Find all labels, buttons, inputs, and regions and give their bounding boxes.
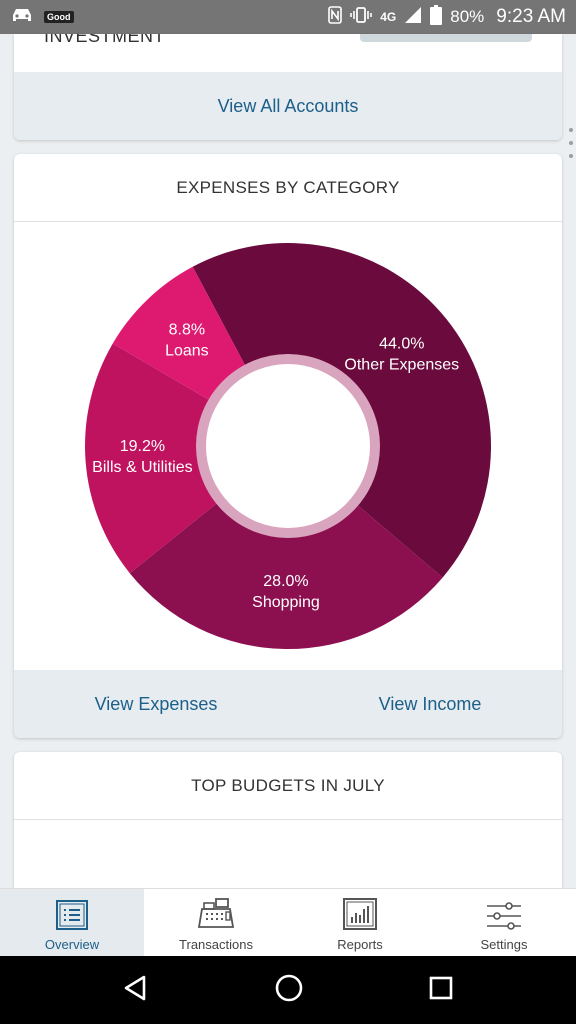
donut-slice-loans[interactable]: [112, 266, 247, 402]
nav-settings-label: Settings: [480, 937, 528, 952]
battery-icon: [430, 4, 443, 30]
view-income-link[interactable]: View Income: [378, 693, 482, 714]
nav-reports[interactable]: Reports: [288, 889, 432, 956]
slice-category-label: Loans: [165, 343, 209, 360]
battery-percent: 80%: [450, 7, 485, 26]
expenses-donut-chart: 44.0% Other Expenses 28.0% Shopping 19.2% Bil…: [84, 243, 492, 649]
status-bar: Good 4G 80% 9:23 AM: [0, 0, 576, 34]
slice-category-label: Other Expenses: [344, 357, 459, 374]
investment-value-pill: [360, 34, 532, 42]
nav-overview-label: Overview: [44, 937, 100, 952]
recents-square-icon[interactable]: [428, 975, 454, 1006]
cash-register-icon: [197, 898, 235, 928]
status-badge: Good: [44, 11, 74, 23]
vibrate-icon: [350, 6, 373, 29]
accounts-card-footer: View All Accounts: [14, 72, 562, 140]
nav-overview[interactable]: Overview: [0, 889, 144, 956]
bar-chart-icon: [343, 898, 377, 930]
expenses-card-footer: View Expenses View Income: [14, 670, 562, 738]
view-expenses-link[interactable]: View Expenses: [94, 693, 218, 714]
nav-settings[interactable]: Settings: [432, 889, 576, 956]
donut-slice-shopping[interactable]: [129, 501, 443, 649]
nfc-icon: [328, 5, 343, 29]
section-label-investment: INVESTMENT: [44, 34, 166, 46]
budgets-card: TOP BUDGETS IN JULY: [14, 752, 562, 912]
slice-percent-label: 19.2%: [120, 438, 165, 455]
system-navigation-bar: [0, 956, 576, 1024]
accounts-card: INVESTMENT View All Accounts: [14, 34, 562, 140]
bottom-navigation: Overview Transactions Reports Settings: [0, 888, 576, 956]
expenses-card: EXPENSES BY CATEGORY 44.0% Other Expenses…: [14, 154, 562, 738]
slice-category-label: Shopping: [252, 594, 320, 611]
car-icon: [10, 7, 34, 28]
donut-hole: [206, 364, 370, 528]
slice-category-label: Bills & Utilities: [92, 459, 192, 476]
slice-percent-label: 44.0%: [379, 336, 424, 353]
expenses-card-title: EXPENSES BY CATEGORY: [14, 154, 562, 222]
back-triangle-icon[interactable]: [122, 974, 150, 1007]
view-all-accounts-link[interactable]: View All Accounts: [217, 95, 359, 116]
network-label: 4G: [380, 10, 397, 24]
expenses-chart-area: 44.0% Other Expenses 28.0% Shopping 19.2% Bil…: [14, 223, 562, 671]
nav-transactions[interactable]: Transactions: [144, 889, 288, 956]
clock: 9:23 AM: [496, 6, 566, 27]
donut-slice-other-expenses[interactable]: [192, 243, 492, 578]
sliders-icon: [487, 902, 521, 930]
nav-reports-label: Reports: [337, 937, 383, 952]
nav-transactions-label: Transactions: [179, 937, 253, 952]
scroll-indicator: [569, 128, 573, 167]
budgets-card-title: TOP BUDGETS IN JULY: [14, 752, 562, 820]
donut-slice-bills-utilities[interactable]: [84, 343, 220, 574]
overview-list-icon: [56, 900, 88, 930]
slice-percent-label: 28.0%: [263, 573, 308, 590]
signal-icon: [404, 6, 422, 29]
slice-percent-label: 8.8%: [169, 322, 205, 339]
home-circle-icon[interactable]: [274, 973, 304, 1008]
